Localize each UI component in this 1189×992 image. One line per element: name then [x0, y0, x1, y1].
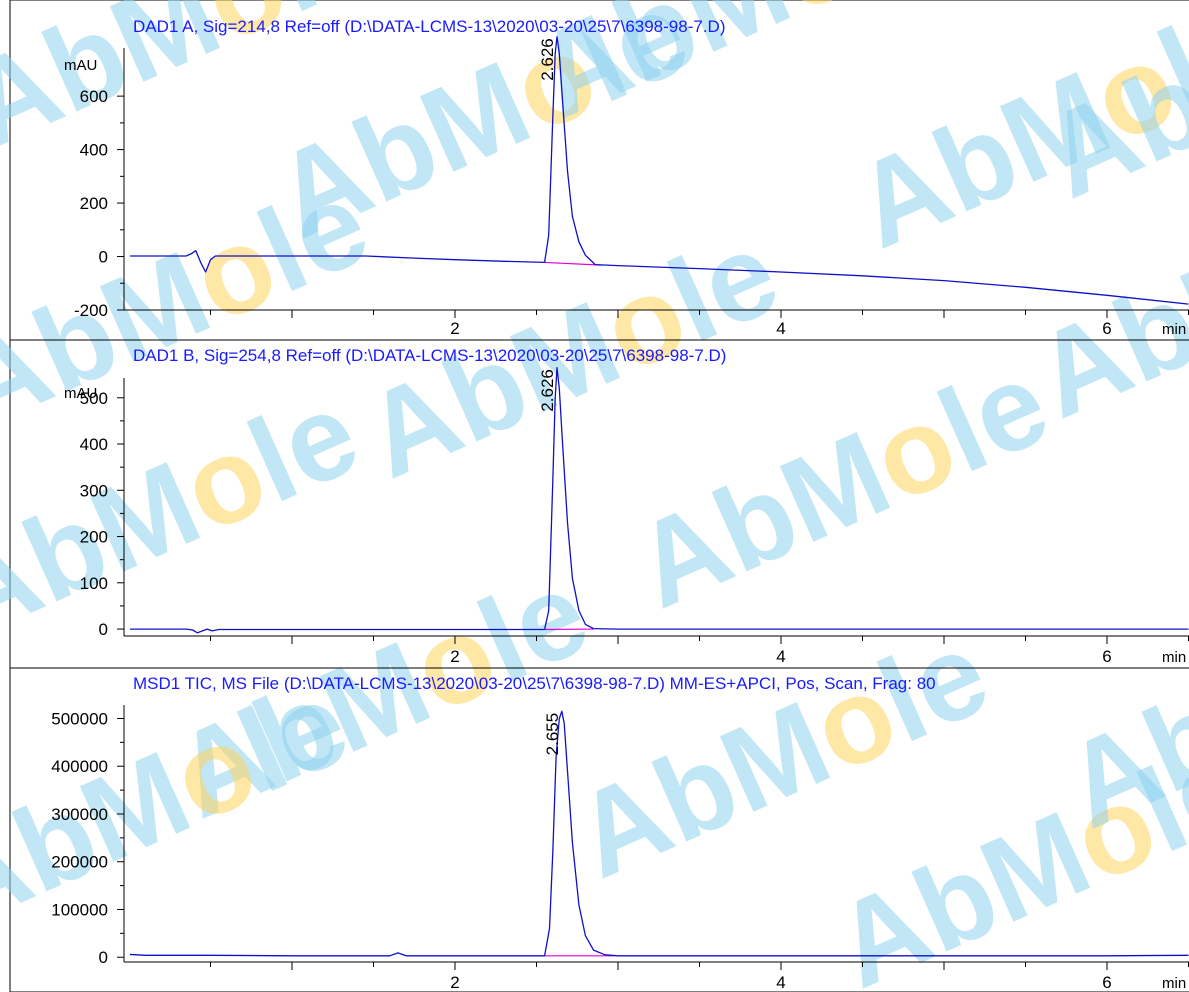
peak-retention-label: 2.626 — [538, 38, 557, 81]
chart-title: DAD1 A, Sig=214,8 Ref=off (D:\DATA-LCMS-… — [133, 17, 726, 36]
y-tick-label: 500 — [80, 389, 108, 408]
x-axis-unit: min — [1162, 321, 1186, 338]
y-tick-label: 100000 — [51, 900, 108, 919]
y-tick-label: 100 — [80, 574, 108, 593]
y-tick-label: 400000 — [51, 757, 108, 776]
y-tick-label: 600 — [80, 87, 108, 106]
y-tick-label: 0 — [99, 948, 108, 967]
x-tick-label: 6 — [1102, 319, 1111, 338]
x-tick-label: 6 — [1102, 647, 1111, 666]
x-tick-label: 4 — [776, 647, 785, 666]
y-axis-unit: mAU — [64, 385, 97, 402]
x-tick-label: 4 — [776, 973, 785, 992]
x-tick-label: 2 — [450, 973, 459, 992]
chart-panel-3: MSD1 TIC, MS File (D:\DATA-LCMS-13\2020\… — [10, 667, 1189, 992]
signal-trace — [130, 710, 1189, 957]
chart-panel-2: DAD1 B, Sig=254,8 Ref=off (D:\DATA-LCMS-… — [10, 339, 1189, 666]
x-tick-label: 2 — [450, 647, 459, 666]
chart-panel-1: DAD1 A, Sig=214,8 Ref=off (D:\DATA-LCMS-… — [64, 17, 1189, 338]
y-tick-label: 300000 — [51, 805, 108, 824]
y-tick-label: 300 — [80, 481, 108, 500]
x-axis-unit: min — [1162, 649, 1186, 666]
y-axis-unit: mAU — [64, 57, 97, 74]
chart-title: MSD1 TIC, MS File (D:\DATA-LCMS-13\2020\… — [133, 674, 936, 693]
signal-trace — [130, 36, 1189, 305]
x-axis-unit: min — [1162, 975, 1186, 992]
y-tick-label: 500000 — [51, 709, 108, 728]
chart-title: DAD1 B, Sig=254,8 Ref=off (D:\DATA-LCMS-… — [133, 346, 726, 365]
y-tick-label: 0 — [99, 620, 108, 639]
y-tick-label: 400 — [80, 435, 108, 454]
x-tick-label: 2 — [450, 319, 459, 338]
figure-frame — [9, 0, 1189, 992]
x-tick-label: 6 — [1102, 973, 1111, 992]
integration-baseline — [544, 261, 602, 266]
y-tick-label: 400 — [80, 141, 108, 160]
x-tick-label: 4 — [776, 319, 785, 338]
y-tick-label: 0 — [99, 248, 108, 267]
y-tick-label: 200 — [80, 528, 108, 547]
y-tick-label: 200 — [80, 194, 108, 213]
peak-retention-label: 2.655 — [543, 713, 562, 756]
peak-retention-label: 2.626 — [538, 369, 557, 412]
chart-panels: DAD1 A, Sig=214,8 Ref=off (D:\DATA-LCMS-… — [10, 17, 1189, 992]
y-tick-label: -200 — [74, 301, 108, 320]
signal-trace — [130, 367, 1189, 634]
y-tick-label: 200000 — [51, 853, 108, 872]
